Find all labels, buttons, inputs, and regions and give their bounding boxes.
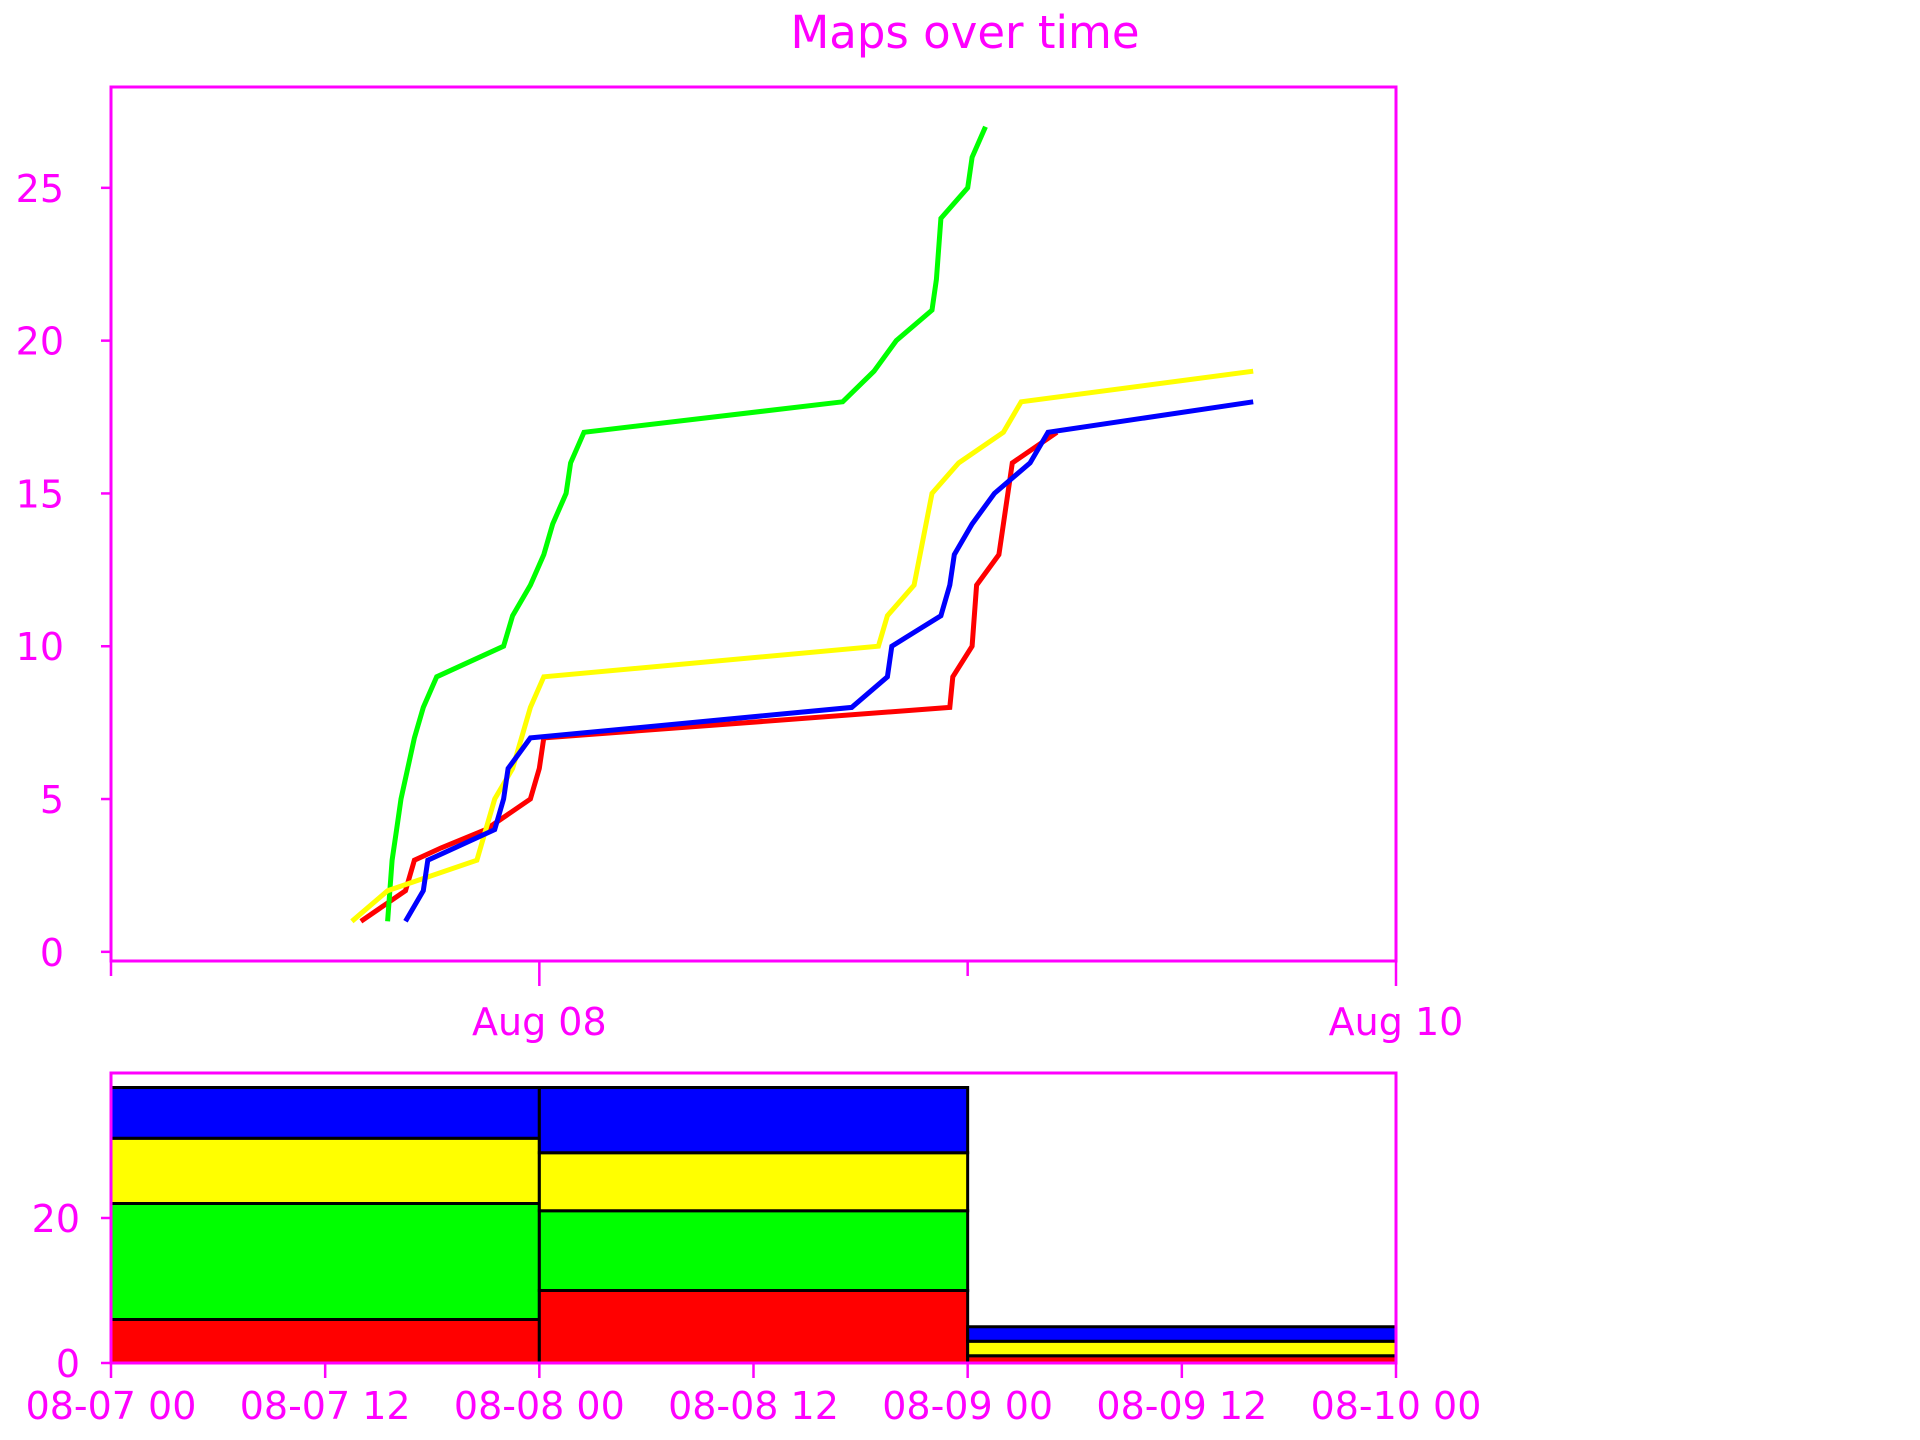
bar-segment-bin1-series1	[109, 1318, 541, 1365]
line-chart-series	[350, 125, 1254, 924]
bar-segment-bin1-series3	[109, 1136, 541, 1205]
y-tick-label: 5	[40, 778, 64, 822]
bar-segment-bin1-series4	[109, 1086, 541, 1140]
line-chart-frame	[109, 85, 1398, 963]
bar-y-tick-label: 20	[32, 1197, 80, 1241]
bar-x-tick-label: 08-08 12	[668, 1384, 839, 1428]
bar-segment-bin2-series4	[537, 1086, 970, 1155]
y-tick-label: 25	[16, 167, 64, 211]
x-tick-label: Aug 10	[1329, 1000, 1464, 1044]
bar-x-tick-label: 08-08 00	[454, 1384, 625, 1428]
chart-title: Maps over time	[790, 6, 1139, 59]
bar-segment-bin2-series1	[537, 1289, 970, 1365]
y-tick-label: 10	[16, 625, 64, 669]
stacked-bar-chart-bars	[109, 1086, 1398, 1365]
series-line-2	[385, 125, 988, 922]
bar-segment-bin3-series4	[966, 1325, 1398, 1343]
bar-x-tick-label: 08-07 00	[26, 1384, 197, 1428]
bar-y-tick-label: 0	[56, 1342, 80, 1386]
line-chart-axes	[109, 85, 1398, 963]
bar-segment-bin2-series2	[537, 1209, 970, 1292]
bar-segment-bin1-series2	[109, 1202, 541, 1321]
stacked-bar-chart-ticks: 0 20 08-07 00 08-07 12 08-08 00 08-08 12 08-09…	[26, 1197, 1482, 1428]
series-line-4	[403, 399, 1254, 923]
bar-x-tick-label: 08-09 12	[1096, 1384, 1267, 1428]
series-line-3	[350, 368, 1254, 924]
bar-segment-bin3-series3	[966, 1339, 1398, 1358]
y-tick-label: 15	[16, 472, 64, 516]
line-chart-ticks: 0 5 10 15 20 25 Aug 08 Aug 10	[16, 167, 1464, 1044]
bar-segment-bin2-series3	[537, 1151, 970, 1213]
bar-x-tick-label: 08-10 00	[1311, 1384, 1482, 1428]
series-line-1	[359, 430, 1059, 924]
bar-x-tick-label: 08-09 00	[882, 1384, 1053, 1428]
y-tick-label: 20	[16, 320, 64, 364]
y-tick-label: 0	[40, 931, 64, 975]
x-tick-label: Aug 08	[472, 1000, 607, 1044]
bar-x-tick-label: 08-07 12	[240, 1384, 411, 1428]
